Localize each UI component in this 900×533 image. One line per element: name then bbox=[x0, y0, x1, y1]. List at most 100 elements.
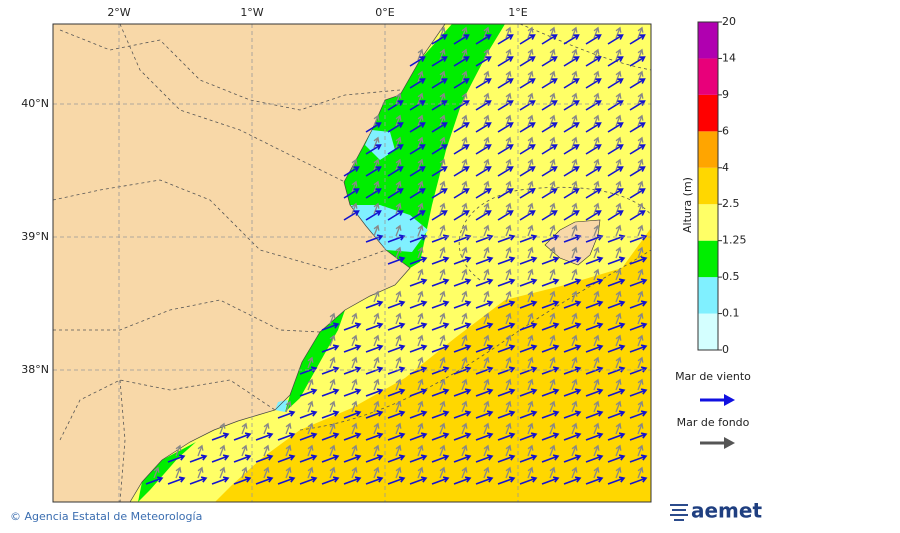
wave-arrow bbox=[475, 344, 494, 353]
wave-arrow bbox=[615, 158, 622, 171]
wave-arrow bbox=[549, 312, 556, 325]
wave-arrow bbox=[593, 466, 600, 479]
wave-arrow bbox=[461, 334, 468, 347]
wave-arrow bbox=[417, 158, 424, 171]
wave-arrow bbox=[593, 290, 600, 303]
wave-arrow bbox=[571, 202, 578, 215]
x-label: 2°W bbox=[107, 6, 130, 19]
wave-arrow bbox=[395, 202, 402, 215]
wave-arrow bbox=[351, 158, 358, 171]
wave-arrow bbox=[395, 334, 402, 347]
wave-arrow bbox=[497, 388, 516, 397]
wave-arrow bbox=[505, 312, 512, 325]
coastal-zone bbox=[138, 442, 196, 502]
wave-arrow bbox=[453, 454, 472, 463]
wave-arrow bbox=[439, 202, 446, 215]
wave-arrow bbox=[593, 378, 600, 391]
wave-arrow bbox=[527, 158, 534, 171]
wave-arrow bbox=[431, 454, 450, 463]
wave-arrow bbox=[607, 476, 626, 485]
wave-arrow bbox=[417, 48, 424, 61]
legend-label: Mar de viento bbox=[675, 370, 751, 383]
wave-arrow bbox=[431, 34, 448, 45]
wave-arrow bbox=[527, 400, 534, 413]
wave-arrow bbox=[329, 312, 336, 325]
wave-arrow bbox=[483, 400, 490, 413]
wave-arrow bbox=[475, 122, 492, 133]
wave-arrow bbox=[629, 210, 646, 221]
wave-arrow bbox=[439, 334, 446, 347]
wave-arrow bbox=[475, 144, 492, 155]
wave-arrow bbox=[365, 388, 384, 397]
wave-arrow bbox=[483, 136, 490, 149]
wave-arrow bbox=[167, 476, 186, 485]
wave-arrow bbox=[387, 366, 406, 375]
wave-arrow bbox=[255, 476, 274, 485]
wave-arrow bbox=[197, 444, 204, 457]
colorbar-label: 20 bbox=[722, 15, 736, 28]
wave-arrow bbox=[519, 78, 536, 89]
wave-arrow bbox=[519, 454, 538, 463]
logo-text: aemet bbox=[691, 499, 762, 523]
wave-arrow bbox=[343, 432, 362, 441]
wave-arrow bbox=[563, 56, 580, 67]
wave-arrow bbox=[549, 400, 556, 413]
wave-arrow bbox=[189, 476, 208, 485]
wave-arrow bbox=[615, 466, 622, 479]
legend-arrow bbox=[700, 437, 735, 449]
wave-arrow bbox=[263, 444, 270, 457]
wave-arrow bbox=[409, 100, 426, 111]
wave-arrow bbox=[417, 180, 424, 193]
wave-arrow bbox=[417, 70, 424, 83]
wave-arrow bbox=[563, 166, 580, 177]
wave-arrow bbox=[439, 224, 446, 237]
wave-arrow bbox=[299, 388, 318, 397]
wave-arrow bbox=[439, 290, 446, 303]
wave-arrow bbox=[483, 356, 490, 369]
wave-arrow bbox=[409, 366, 428, 375]
colorbar-title: Altura (m) bbox=[681, 177, 694, 233]
wave-arrow bbox=[299, 454, 318, 463]
wave-arrow bbox=[497, 454, 516, 463]
wave-arrow bbox=[637, 48, 644, 61]
wave-arrow bbox=[563, 122, 580, 133]
wave-arrow bbox=[571, 378, 578, 391]
wave-arrow bbox=[483, 312, 490, 325]
wave-arrow bbox=[343, 188, 360, 199]
wave-arrow bbox=[321, 388, 340, 397]
wave-arrow bbox=[585, 122, 602, 133]
wave-arrow bbox=[527, 70, 534, 83]
wave-arrow bbox=[395, 400, 402, 413]
wave-arrow bbox=[483, 466, 490, 479]
wave-arrow bbox=[571, 312, 578, 325]
wave-arrow bbox=[615, 334, 622, 347]
wave-arrow bbox=[549, 224, 556, 237]
wave-arrow bbox=[409, 210, 426, 221]
wave-arrow bbox=[343, 166, 360, 177]
wave-arrow bbox=[519, 476, 538, 485]
wave-arrow bbox=[219, 422, 226, 435]
x-label: 0°E bbox=[375, 6, 394, 19]
wave-arrow bbox=[637, 290, 644, 303]
wave-arrow bbox=[373, 290, 380, 303]
wave-arrow bbox=[497, 188, 514, 199]
wave-arrow bbox=[417, 422, 424, 435]
wave-arrow bbox=[629, 278, 648, 287]
wave-arrow bbox=[197, 466, 204, 479]
wave-arrow bbox=[431, 322, 450, 331]
wave-arrow bbox=[365, 344, 384, 353]
wave-arrow bbox=[571, 180, 578, 193]
wave-arrow bbox=[593, 48, 600, 61]
wave-arrow bbox=[541, 410, 560, 419]
wave-arrow bbox=[219, 444, 226, 457]
wave-arrow bbox=[453, 210, 470, 221]
wave-arrow bbox=[585, 344, 604, 353]
wave-arrow bbox=[483, 422, 490, 435]
wave-arrow bbox=[585, 100, 602, 111]
wave-arrow bbox=[461, 114, 468, 127]
wave-arrow bbox=[497, 166, 514, 177]
wave-arrow bbox=[593, 356, 600, 369]
wave-arrow bbox=[615, 312, 622, 325]
wave-arrow bbox=[439, 48, 446, 61]
wave-arrow bbox=[607, 388, 626, 397]
